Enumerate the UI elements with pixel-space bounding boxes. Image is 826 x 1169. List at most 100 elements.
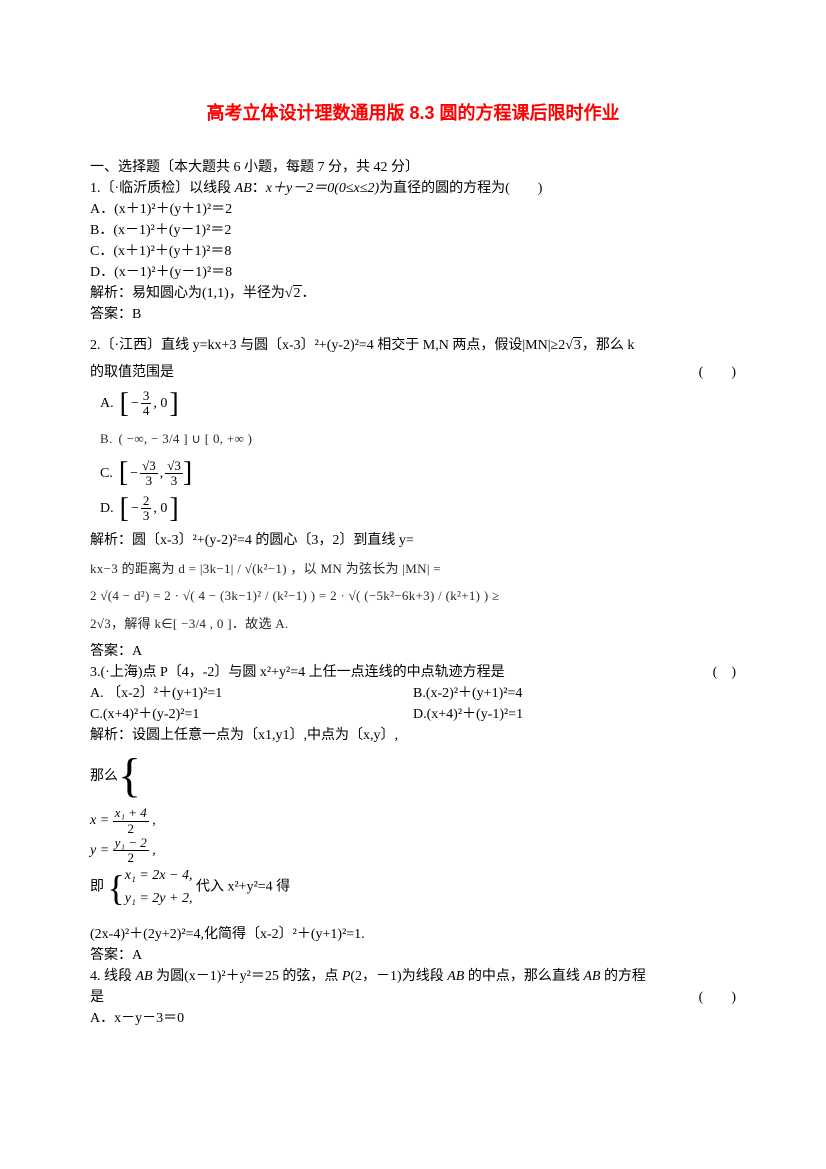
q3-stem: 3.(·上海)点 P〔4，-2〕与圆 x²+y²=4 上任一点连线的中点轨迹方程… xyxy=(90,662,736,683)
q1-option-d: D．(x－1)²＋(y－1)²＝8 xyxy=(90,262,736,283)
frac-num: y₁ − 2 xyxy=(113,836,149,851)
q2-sol-blur1: kx−3 的距离为 d = |3k−1| / √(k²−1) ，以 MN 为弦长… xyxy=(90,559,736,579)
sys1a-lhs: x = xyxy=(90,813,109,828)
q2-sol-blur3: 2√3，解得 k∈[ −3/4 , 0 ]．故选 A. xyxy=(90,614,736,634)
left-brace-icon: { xyxy=(108,870,125,906)
bracket-right-icon: ] xyxy=(183,459,192,487)
q4-optA-text: A．x－y－3＝0 xyxy=(90,1011,184,1026)
q2-optA-neg: − xyxy=(131,393,139,414)
spacer xyxy=(90,325,736,335)
q2-stem-line1: 2.〔·江西〕直线 y=kx+3 与圆〔x-3〕²+(y-2)²=4 相交于 M… xyxy=(90,335,736,356)
q1-option-c: C．(x＋1)²＋(y＋1)²＝8 xyxy=(90,241,736,262)
frac-den: 3 xyxy=(140,474,158,488)
q2-option-d: D. [ − 23 , 0 ] xyxy=(100,494,736,524)
sys1-eq2: y = y₁ − 22 , xyxy=(90,836,736,866)
q4-b: 为圆(x－1)²＋y²＝25 的弦，点 xyxy=(153,969,342,984)
q4-ab1: AB xyxy=(136,969,153,984)
q1-sqrt-val: 2 xyxy=(293,285,302,301)
frac-den: 3 xyxy=(165,474,183,488)
q2-stem-c: 的取值范围是 xyxy=(90,362,174,383)
q2-option-a: A. [ − 34 , 0 ] xyxy=(100,389,736,419)
q2-stem-b: ，那么 k xyxy=(582,338,635,353)
sys1a-frac: x₁ + 42 xyxy=(113,806,149,836)
q4-ab2: AB xyxy=(447,969,464,984)
q3-sys-post: 代入 x²+y²=4 得 xyxy=(196,880,290,895)
q2-paren: ( ) xyxy=(699,362,736,383)
q2-stem-a: 2.〔·江西〕直线 y=kx+3 与圆〔x-3〕²+(y-2)²=4 相交于 M… xyxy=(90,338,565,353)
q2-sol-blur2: 2 √(4 − d²) = 2 · √( 4 − (3k−1)² / (k²−1… xyxy=(90,586,736,606)
q2-optB-label: B. xyxy=(100,429,113,449)
q1-answer: 答案：B xyxy=(90,304,736,325)
q3-sys-pre: 那么 xyxy=(90,766,118,787)
q1-solution: 解析：易知圆心为(1,1)，半径为√2． xyxy=(90,283,736,304)
q4-option-a: A．x－y－3＝0 xyxy=(90,1008,736,1029)
q2-optC-label: C. xyxy=(100,463,113,484)
q2-optA-rest: , 0 xyxy=(153,393,167,414)
q3-paren: ( ) xyxy=(713,662,736,683)
frac-num: √3 xyxy=(140,459,158,474)
sqrt-icon: √ xyxy=(565,338,573,353)
minus-icon: − xyxy=(130,463,138,484)
frac-num: 3 xyxy=(141,389,152,404)
minus-icon: − xyxy=(131,498,139,519)
q1-sol-pre: 解析：易知圆心为(1,1)，半径为 xyxy=(90,286,285,301)
q1-equation: x＋y－2＝0(0≤x≤2) xyxy=(266,181,379,196)
q4-paren: ( ) xyxy=(699,987,736,1008)
q3-sol-line0: 解析：设圆上任意一点为〔x1,y1〕,中点为〔x,y〕, xyxy=(90,725,736,746)
bracket-right-icon: ] xyxy=(169,495,178,523)
frac-den: 3 xyxy=(141,509,152,523)
q1-stem-post: 为直径的圆的方程为( ) xyxy=(379,181,542,196)
q3-option-b: B.(x-2)²＋(y+1)²=4 xyxy=(413,683,736,704)
frac-den: 2 xyxy=(113,822,149,836)
bracket-left-icon: [ xyxy=(120,495,129,523)
q2-optA-frac: 34 xyxy=(141,389,152,419)
q1-stem-pre: 1.〔·临沂质检〕以线段 xyxy=(90,181,235,196)
q1-stem: 1.〔·临沂质检〕以线段 AB：x＋y－2＝0(0≤x≤2)为直径的圆的方程为(… xyxy=(90,178,736,199)
q2-optC-frac1: √33 xyxy=(140,459,158,489)
q4-ab3: AB xyxy=(583,969,600,984)
sqrt-icon: √ xyxy=(285,286,293,301)
sys1b-frac: y₁ − 22 xyxy=(113,836,149,866)
q4-c: (2，－1)为线段 xyxy=(350,969,447,984)
q1-sol-post: ． xyxy=(302,286,316,301)
q3-stem-text: 3.(·上海)点 P〔4，-2〕与圆 x²+y²=4 上任一点连线的中点轨迹方程… xyxy=(90,662,505,683)
q2-option-c: C. [ − √33 , √33 ] xyxy=(100,459,736,489)
comma: , xyxy=(160,463,164,484)
q2-option-b: B. ( −∞, − 3/4 ] ∪ [ 0, +∞ ) xyxy=(100,425,736,453)
frac-num: 2 xyxy=(141,494,152,509)
page-title: 高考立体设计理数通用版 8.3 圆的方程课后限时作业 xyxy=(90,100,736,127)
q3-options-row2: C.(x+4)²＋(y-2)²=1 D.(x+4)²＋(y-1)²=1 xyxy=(90,704,736,725)
q4-stem-line1: 4. 线段 AB 为圆(x－1)²＋y²＝25 的弦，点 P(2，－1)为线段 … xyxy=(90,966,736,987)
q1-option-b: B．(x－1)²＋(y－1)²＝2 xyxy=(90,220,736,241)
document-page: 高考立体设计理数通用版 8.3 圆的方程课后限时作业 一、选择题〔本大题共 6 … xyxy=(0,0,826,1169)
q1-var-ab: AB xyxy=(235,181,252,196)
frac-num: x₁ + 4 xyxy=(113,806,149,821)
frac-den: 2 xyxy=(113,851,149,865)
q4-d: 的中点，那么直线 xyxy=(464,969,583,984)
sys2-col: x₁ = 2x − 4, y₁ = 2y + 2, xyxy=(125,865,193,910)
sys1b-lhs: y = xyxy=(90,843,109,858)
q4-f: 是 xyxy=(90,987,104,1008)
sys1-eq1: x = x₁ + 42 , xyxy=(90,806,736,836)
q4-a: 4. 线段 xyxy=(90,969,136,984)
frac-num: √3 xyxy=(165,459,183,474)
q3-options-row1: A. 〔x-2〕²＋(y+1)²=1 B.(x-2)²＋(y+1)²=4 xyxy=(90,683,736,704)
q3-sol-line2: (2x-4)²＋(2y+2)²=4,化简得〔x-2〕²＋(y+1)²=1. xyxy=(90,924,736,945)
q2-optC-frac2: √33 xyxy=(165,459,183,489)
q2-optD-frac: 23 xyxy=(141,494,152,524)
q3-option-a: A. 〔x-2〕²＋(y+1)²=1 xyxy=(90,683,413,704)
left-brace-icon: { xyxy=(118,752,141,800)
q3-option-c: C.(x+4)²＋(y-2)²=1 xyxy=(90,704,413,725)
q3-option-d: D.(x+4)²＋(y-1)²=1 xyxy=(413,704,736,725)
q2-sqrt: 3 xyxy=(573,337,582,353)
bracket-left-icon: [ xyxy=(120,390,129,418)
bracket-right-icon: ] xyxy=(169,390,178,418)
q3-answer: 答案：A xyxy=(90,945,736,966)
q1-option-a: A．(x＋1)²＋(y＋1)²＝2 xyxy=(90,199,736,220)
q1-colon: ： xyxy=(252,181,266,196)
q3-system: 那么 { xyxy=(90,752,736,800)
q2-sol-line1: 解析：圆〔x-3〕²+(y-2)²=4 的圆心〔3，2〕到直线 y= xyxy=(90,530,736,551)
q2-answer: 答案：A xyxy=(90,641,736,662)
q4-e: 的方程 xyxy=(600,969,646,984)
q4-stem-line2: 是 ( ) xyxy=(90,987,736,1008)
